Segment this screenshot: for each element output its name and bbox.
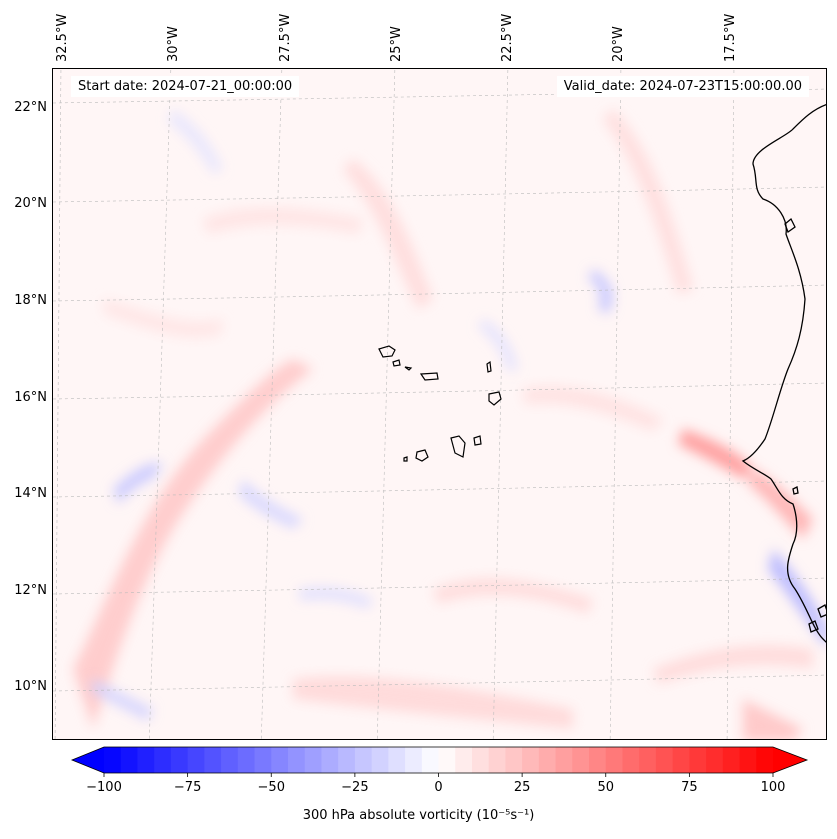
colorbar-segment [438, 747, 456, 773]
colorbar-segment [505, 747, 523, 773]
colorbar-segment [104, 747, 122, 773]
colorbar-segment [170, 747, 189, 773]
west-africa-coastline [741, 104, 826, 643]
colorbar-segment [405, 747, 423, 773]
colorbar-segment [572, 747, 590, 773]
colorbar-tick-label: −100 [86, 780, 122, 795]
vorticity-field [53, 69, 826, 739]
colorbar-segment [137, 747, 155, 773]
colorbar-segment [204, 747, 222, 773]
colorbar-tick-label: 0 [434, 780, 442, 795]
colorbar-segments [104, 747, 774, 773]
colorbar-title: 300 hPa absolute vorticity (10⁻⁵s⁻¹) [302, 808, 535, 823]
lat-label-22n: 22°N [14, 100, 47, 115]
colorbar-segment [672, 747, 690, 773]
colorbar-segment [254, 747, 272, 773]
graticule [53, 69, 826, 739]
lat-label-10n: 10°N [14, 679, 47, 694]
colorbar-segment [154, 747, 172, 773]
lat-label-16n: 16°N [14, 390, 47, 405]
colorbar-segment [622, 747, 640, 773]
map-panel [52, 68, 827, 740]
colorbar-tick-label: 75 [681, 780, 698, 795]
colorbar-segment [488, 747, 507, 773]
colorbar-segment [321, 747, 339, 773]
colorbar-segment [605, 747, 624, 773]
colorbar-ticks: −100 −75 −50 −25 0 25 50 75 100 [86, 773, 785, 795]
colorbar-segment [589, 747, 607, 773]
colorbar-segment [388, 747, 406, 773]
lat-label-20n: 20°N [14, 196, 47, 211]
colorbar-extend-low [72, 747, 104, 773]
colorbar: −100 −75 −50 −25 0 25 50 75 100 [70, 746, 809, 795]
colorbar-extend-high [773, 747, 807, 773]
colorbar-segment [271, 747, 289, 773]
colorbar-segment [555, 747, 573, 773]
colorbar-segment [471, 747, 490, 773]
lon-label-20w: 20°W [611, 26, 626, 62]
colorbar-segment [221, 747, 239, 773]
negative-vorticity-areas [91, 109, 826, 721]
valid-date-label: Valid_date: 2024-07-23T15:00:00.00 [556, 76, 809, 97]
colorbar-segment [722, 747, 741, 773]
colorbar-segment [187, 747, 205, 773]
colorbar-segment [287, 747, 306, 773]
colorbar-tick-label: 25 [514, 780, 531, 795]
colorbar-segment [756, 747, 774, 773]
lon-label-17-5w: 17.5°W [723, 14, 738, 62]
colorbar-segment [706, 747, 724, 773]
colorbar-segment [689, 747, 707, 773]
colorbar-segment [338, 747, 356, 773]
colorbar-segment [455, 747, 473, 773]
lon-label-30w: 30°W [166, 26, 181, 62]
colorbar-segment [739, 747, 757, 773]
colorbar-tick-label: −50 [258, 780, 285, 795]
colorbar-tick-label: −75 [174, 780, 201, 795]
colorbar-segment [304, 747, 323, 773]
lon-label-25w: 25°W [389, 26, 404, 62]
colorbar-segment [354, 747, 373, 773]
lon-label-32-5w: 32.5°W [55, 14, 70, 62]
colorbar-outline [70, 746, 809, 774]
colorbar-segment [522, 747, 540, 773]
colorbar-segment [538, 747, 557, 773]
colorbar-tick-label: −25 [341, 780, 368, 795]
colorbar-segment [371, 747, 389, 773]
colorbar-segment [120, 747, 139, 773]
lon-label-22-5w: 22.5°W [500, 14, 515, 62]
colorbar-segment [655, 747, 674, 773]
latitude-labels: 22°N 20°N 18°N 16°N 14°N 12°N 10°N [14, 100, 47, 694]
colorbar-segment [421, 747, 440, 773]
colorbar-tick-label: 100 [761, 780, 786, 795]
lon-label-27-5w: 27.5°W [278, 14, 293, 62]
colorbar-segment [237, 747, 256, 773]
lat-label-12n: 12°N [14, 583, 47, 598]
start-date-label: Start date: 2024-07-21_00:00:00 [71, 76, 300, 97]
cape-verde-islands [378, 345, 502, 462]
colorbar-segment [639, 747, 657, 773]
colorbar-tick-label: 50 [597, 780, 614, 795]
longitude-labels: 32.5°W 30°W 27.5°W 25°W 22.5°W 20°W 17.5… [55, 14, 738, 62]
lat-label-14n: 14°N [14, 486, 47, 501]
lat-label-18n: 18°N [14, 293, 47, 308]
